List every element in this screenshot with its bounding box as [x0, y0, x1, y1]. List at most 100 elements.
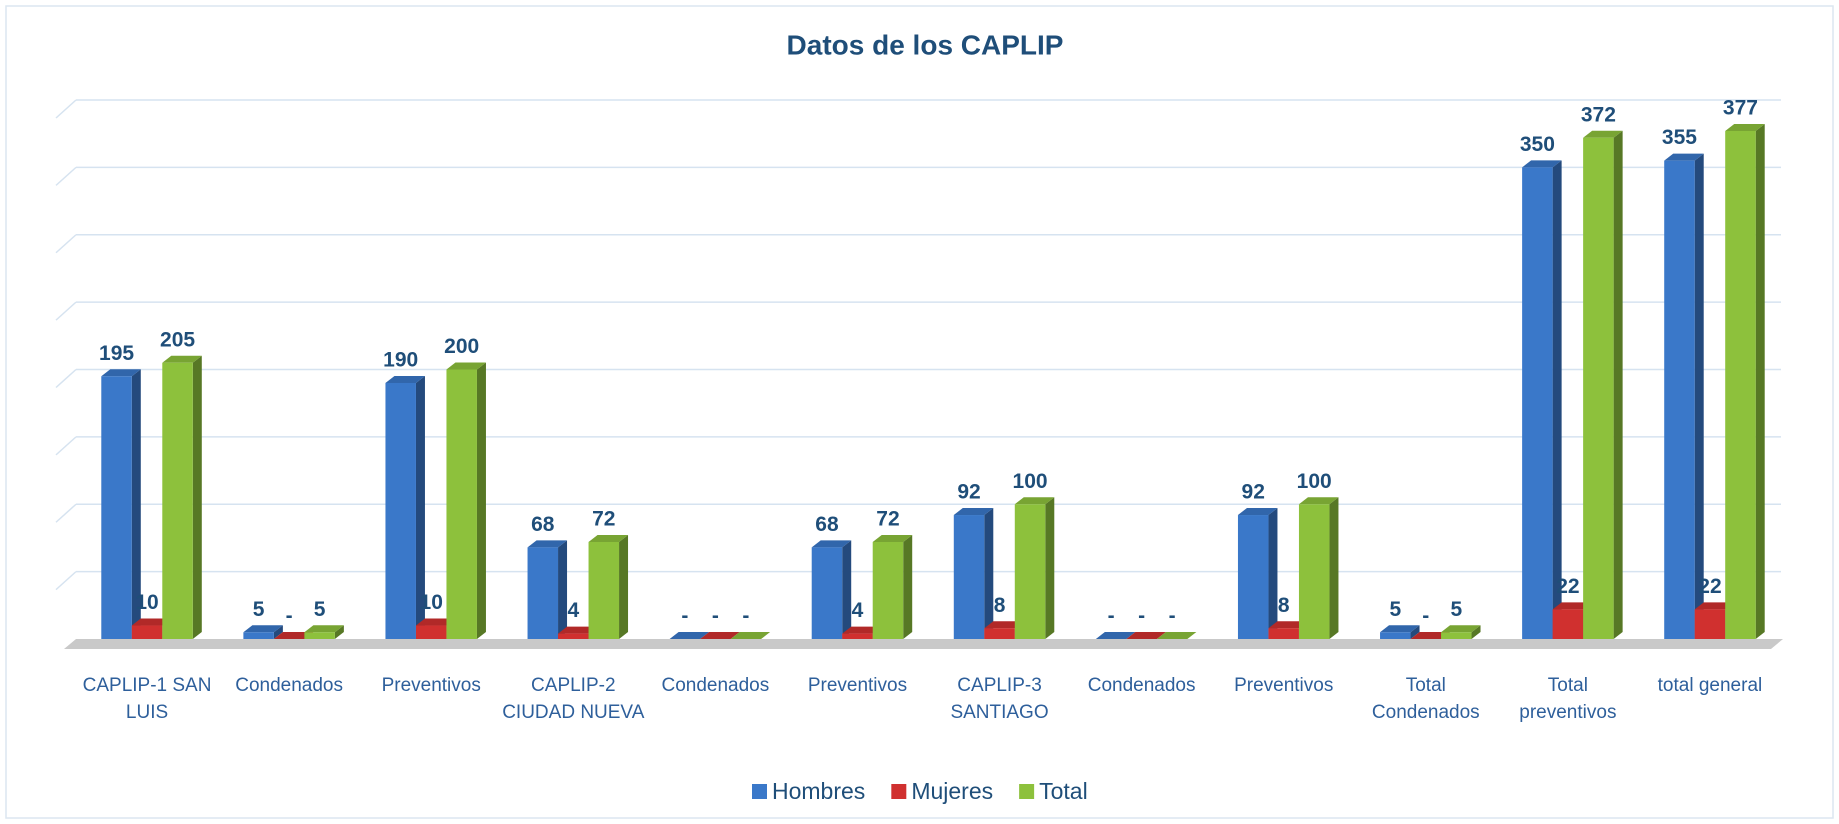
bar-top	[1522, 160, 1562, 168]
bar-side	[131, 369, 141, 639]
bar-top	[1268, 621, 1308, 629]
data-label: 377	[1723, 97, 1758, 120]
x-tick-label-line: Total	[1406, 675, 1446, 696]
bar-top	[700, 632, 740, 639]
bar-top	[842, 626, 882, 634]
bar	[527, 547, 559, 639]
data-label: -	[1422, 605, 1429, 628]
grid-wall	[55, 301, 77, 321]
bar-top	[669, 632, 710, 639]
grid-wall	[55, 166, 77, 186]
data-label: -	[1138, 605, 1145, 628]
data-label: -	[286, 605, 293, 628]
bar-side	[334, 625, 344, 639]
data-label: -	[1169, 605, 1176, 628]
bar-top	[1014, 497, 1055, 505]
data-label: 92	[1242, 481, 1265, 504]
bar-top	[984, 621, 1024, 629]
bar	[243, 632, 274, 639]
data-label: 100	[1297, 470, 1332, 493]
bar-top	[811, 540, 852, 548]
bar	[1725, 130, 1756, 639]
x-tick-label-line: Preventivos	[808, 675, 907, 696]
bar	[304, 632, 335, 639]
data-label: 5	[253, 598, 265, 621]
bar-top	[1583, 130, 1623, 138]
data-label: 22	[1556, 575, 1579, 598]
bar-top	[1552, 602, 1593, 610]
bar-top	[385, 375, 425, 383]
bar-top	[953, 508, 994, 516]
legend-label: Mujeres	[911, 778, 993, 804]
x-tick-label-line: Total	[1548, 675, 1588, 696]
bar-top	[872, 534, 913, 542]
bar-top	[1664, 153, 1704, 161]
data-label: 72	[876, 508, 899, 531]
legend-label: Total	[1039, 778, 1088, 804]
bar-side	[903, 534, 913, 639]
grid-wall	[55, 368, 77, 389]
bar-side	[1329, 497, 1339, 639]
bar-top	[558, 626, 598, 634]
bar-top	[304, 625, 344, 633]
bar	[446, 369, 477, 639]
data-label: 10	[135, 591, 158, 614]
x-tick-label: Preventivos	[382, 675, 481, 696]
x-tick-label-line: Condenados	[661, 675, 769, 696]
data-label: 22	[1698, 575, 1721, 598]
bar	[811, 547, 843, 639]
bar-side	[558, 540, 568, 639]
data-label: 10	[420, 591, 443, 614]
x-tick-label-line: Preventivos	[1234, 675, 1333, 696]
bar-top	[273, 632, 314, 639]
data-label: 355	[1662, 126, 1697, 149]
bar-top	[1380, 625, 1420, 633]
bar	[1237, 515, 1269, 639]
bar-top	[101, 369, 141, 377]
bar-side	[1268, 508, 1278, 639]
bar	[1583, 137, 1614, 640]
legend-swatch	[1019, 784, 1035, 799]
bar-top	[1694, 602, 1735, 610]
bar-side	[273, 625, 283, 639]
x-tick-label: Condenados	[1088, 675, 1196, 696]
bar-top	[1237, 508, 1278, 516]
bar-top	[1298, 497, 1339, 505]
grid-wall	[55, 436, 77, 456]
bar-side	[415, 375, 425, 639]
bar	[1014, 504, 1046, 639]
bar	[131, 625, 163, 639]
bar-top	[1095, 632, 1136, 639]
x-tick-label-line: Condenados	[1372, 702, 1480, 723]
x-tick-label-line: CAPLIP-1 SAN	[83, 675, 212, 696]
bar-side	[1045, 497, 1055, 639]
bar	[1664, 160, 1695, 639]
data-label: 68	[531, 513, 555, 536]
bar-side	[1755, 123, 1765, 640]
bar	[415, 625, 447, 639]
bar-top	[243, 625, 283, 633]
x-tick-label-line: Preventivos	[382, 675, 481, 696]
bar	[1441, 632, 1472, 639]
data-label: 5	[1450, 598, 1462, 621]
bar	[842, 633, 873, 639]
x-tick-label: Total Condenados	[1372, 675, 1480, 723]
data-label: 8	[1278, 594, 1290, 617]
x-tick-label: CAPLIP-1 SAN LUIS	[83, 675, 212, 723]
bar	[162, 362, 193, 639]
data-label: 372	[1581, 103, 1616, 126]
bar-top	[1126, 632, 1166, 639]
bar	[1298, 504, 1330, 639]
bar-top	[1156, 632, 1197, 639]
x-tick-label-line: CIUDAD NUEVA	[502, 702, 644, 723]
x-tick-label: Total preventivos	[1519, 675, 1616, 723]
data-label: -	[1108, 605, 1115, 628]
data-label: 100	[1013, 470, 1048, 493]
data-label: 200	[444, 335, 479, 358]
data-label: -	[742, 605, 749, 628]
bar-top	[1725, 123, 1765, 131]
bar-side	[1471, 625, 1481, 639]
x-tick-label: total general	[1658, 675, 1763, 696]
bar-top	[1441, 625, 1481, 633]
